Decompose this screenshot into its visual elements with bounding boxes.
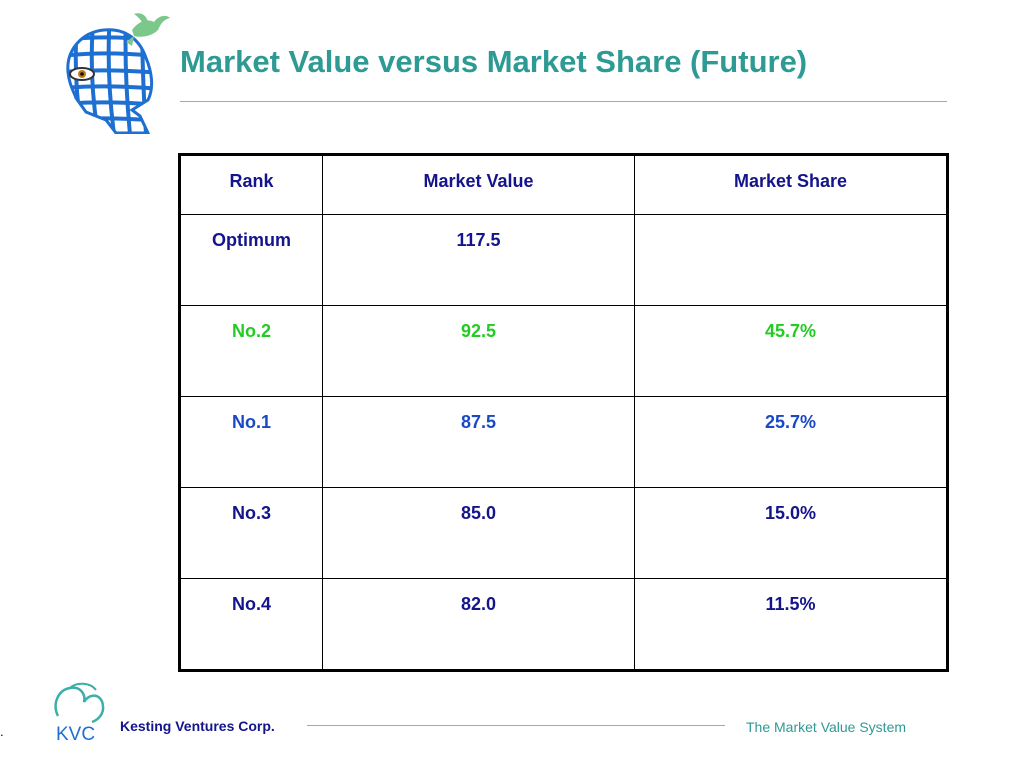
market-table: Rank Market Value Market Share Optimum 1…	[178, 153, 949, 672]
table-row: No.3 85.0 15.0%	[179, 487, 948, 579]
market-share-cell: 15.0%	[634, 487, 948, 579]
slide-marker: .	[0, 724, 4, 739]
rank-cell: No.3	[179, 487, 323, 579]
market-value-cell: 85.0	[322, 487, 635, 579]
table-row: No.1 87.5 25.7%	[179, 396, 948, 488]
footer-divider	[307, 725, 725, 726]
kvc-logo-icon: KVC	[50, 680, 106, 745]
market-share-cell: 45.7%	[634, 305, 948, 397]
column-header-market-value: Market Value	[322, 154, 635, 215]
market-share-cell: 11.5%	[634, 578, 948, 671]
rank-cell: No.1	[179, 396, 323, 488]
table-row: No.4 82.0 11.5%	[179, 578, 948, 671]
title-divider	[180, 101, 947, 102]
company-name: Kesting Ventures Corp.	[120, 718, 275, 734]
globe-head-logo-icon	[62, 12, 172, 135]
footer-tagline: The Market Value System	[746, 719, 907, 735]
column-header-rank: Rank	[179, 154, 323, 215]
column-header-market-share: Market Share	[634, 154, 948, 215]
table-header-row: Rank Market Value Market Share	[179, 154, 948, 215]
market-value-cell: 82.0	[322, 578, 635, 671]
page-title: Market Value versus Market Share (Future…	[180, 44, 808, 79]
svg-text:KVC: KVC	[56, 724, 95, 744]
rank-cell: Optimum	[179, 214, 323, 306]
rank-cell: No.4	[179, 578, 323, 671]
market-value-cell: 87.5	[322, 396, 635, 488]
market-value-cell: 117.5	[322, 214, 635, 306]
rank-cell: No.2	[179, 305, 323, 397]
table-row: Optimum 117.5	[179, 214, 948, 306]
market-value-cell: 92.5	[322, 305, 635, 397]
market-share-cell	[634, 214, 948, 306]
table-row: No.2 92.5 45.7%	[179, 305, 948, 397]
market-share-cell: 25.7%	[634, 396, 948, 488]
